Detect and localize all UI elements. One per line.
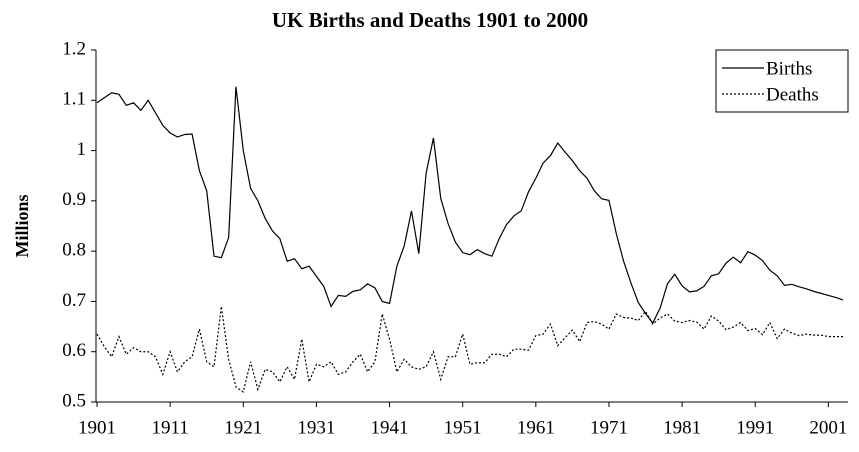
- x-tick-label: 1951: [444, 417, 482, 438]
- legend-label: Deaths: [766, 84, 819, 105]
- x-tick-label: 1931: [297, 417, 335, 438]
- x-tick-label: 1911: [151, 417, 188, 438]
- series-line: [96, 86, 844, 325]
- y-tick-label: 0.7: [62, 290, 86, 311]
- y-tick-label: 0.6: [62, 340, 86, 361]
- y-tick-label: 0.5: [62, 390, 86, 411]
- y-tick-label: 1.1: [62, 89, 86, 110]
- series-line: [96, 306, 843, 393]
- legend-label: Births: [766, 58, 812, 79]
- x-tick-label: 1991: [736, 417, 774, 438]
- x-tick-label: 1941: [371, 417, 409, 438]
- x-tick-label: 1981: [663, 417, 701, 438]
- y-tick-label: 0.9: [62, 189, 86, 210]
- y-tick-label: 1: [77, 139, 87, 160]
- x-tick-label: 1901: [78, 417, 116, 438]
- x-tick-label: 2001: [809, 417, 847, 438]
- x-tick-label: 1921: [224, 417, 262, 438]
- y-tick-label: 0.8: [62, 240, 86, 261]
- y-tick-label: 1.2: [62, 38, 86, 59]
- x-tick-label: 1971: [590, 417, 628, 438]
- y-axis-label: Millions: [12, 194, 32, 257]
- chart-title: UK Births and Deaths 1901 to 2000: [272, 8, 588, 32]
- legend-box: [715, 49, 849, 113]
- x-tick-label: 1961: [517, 417, 555, 438]
